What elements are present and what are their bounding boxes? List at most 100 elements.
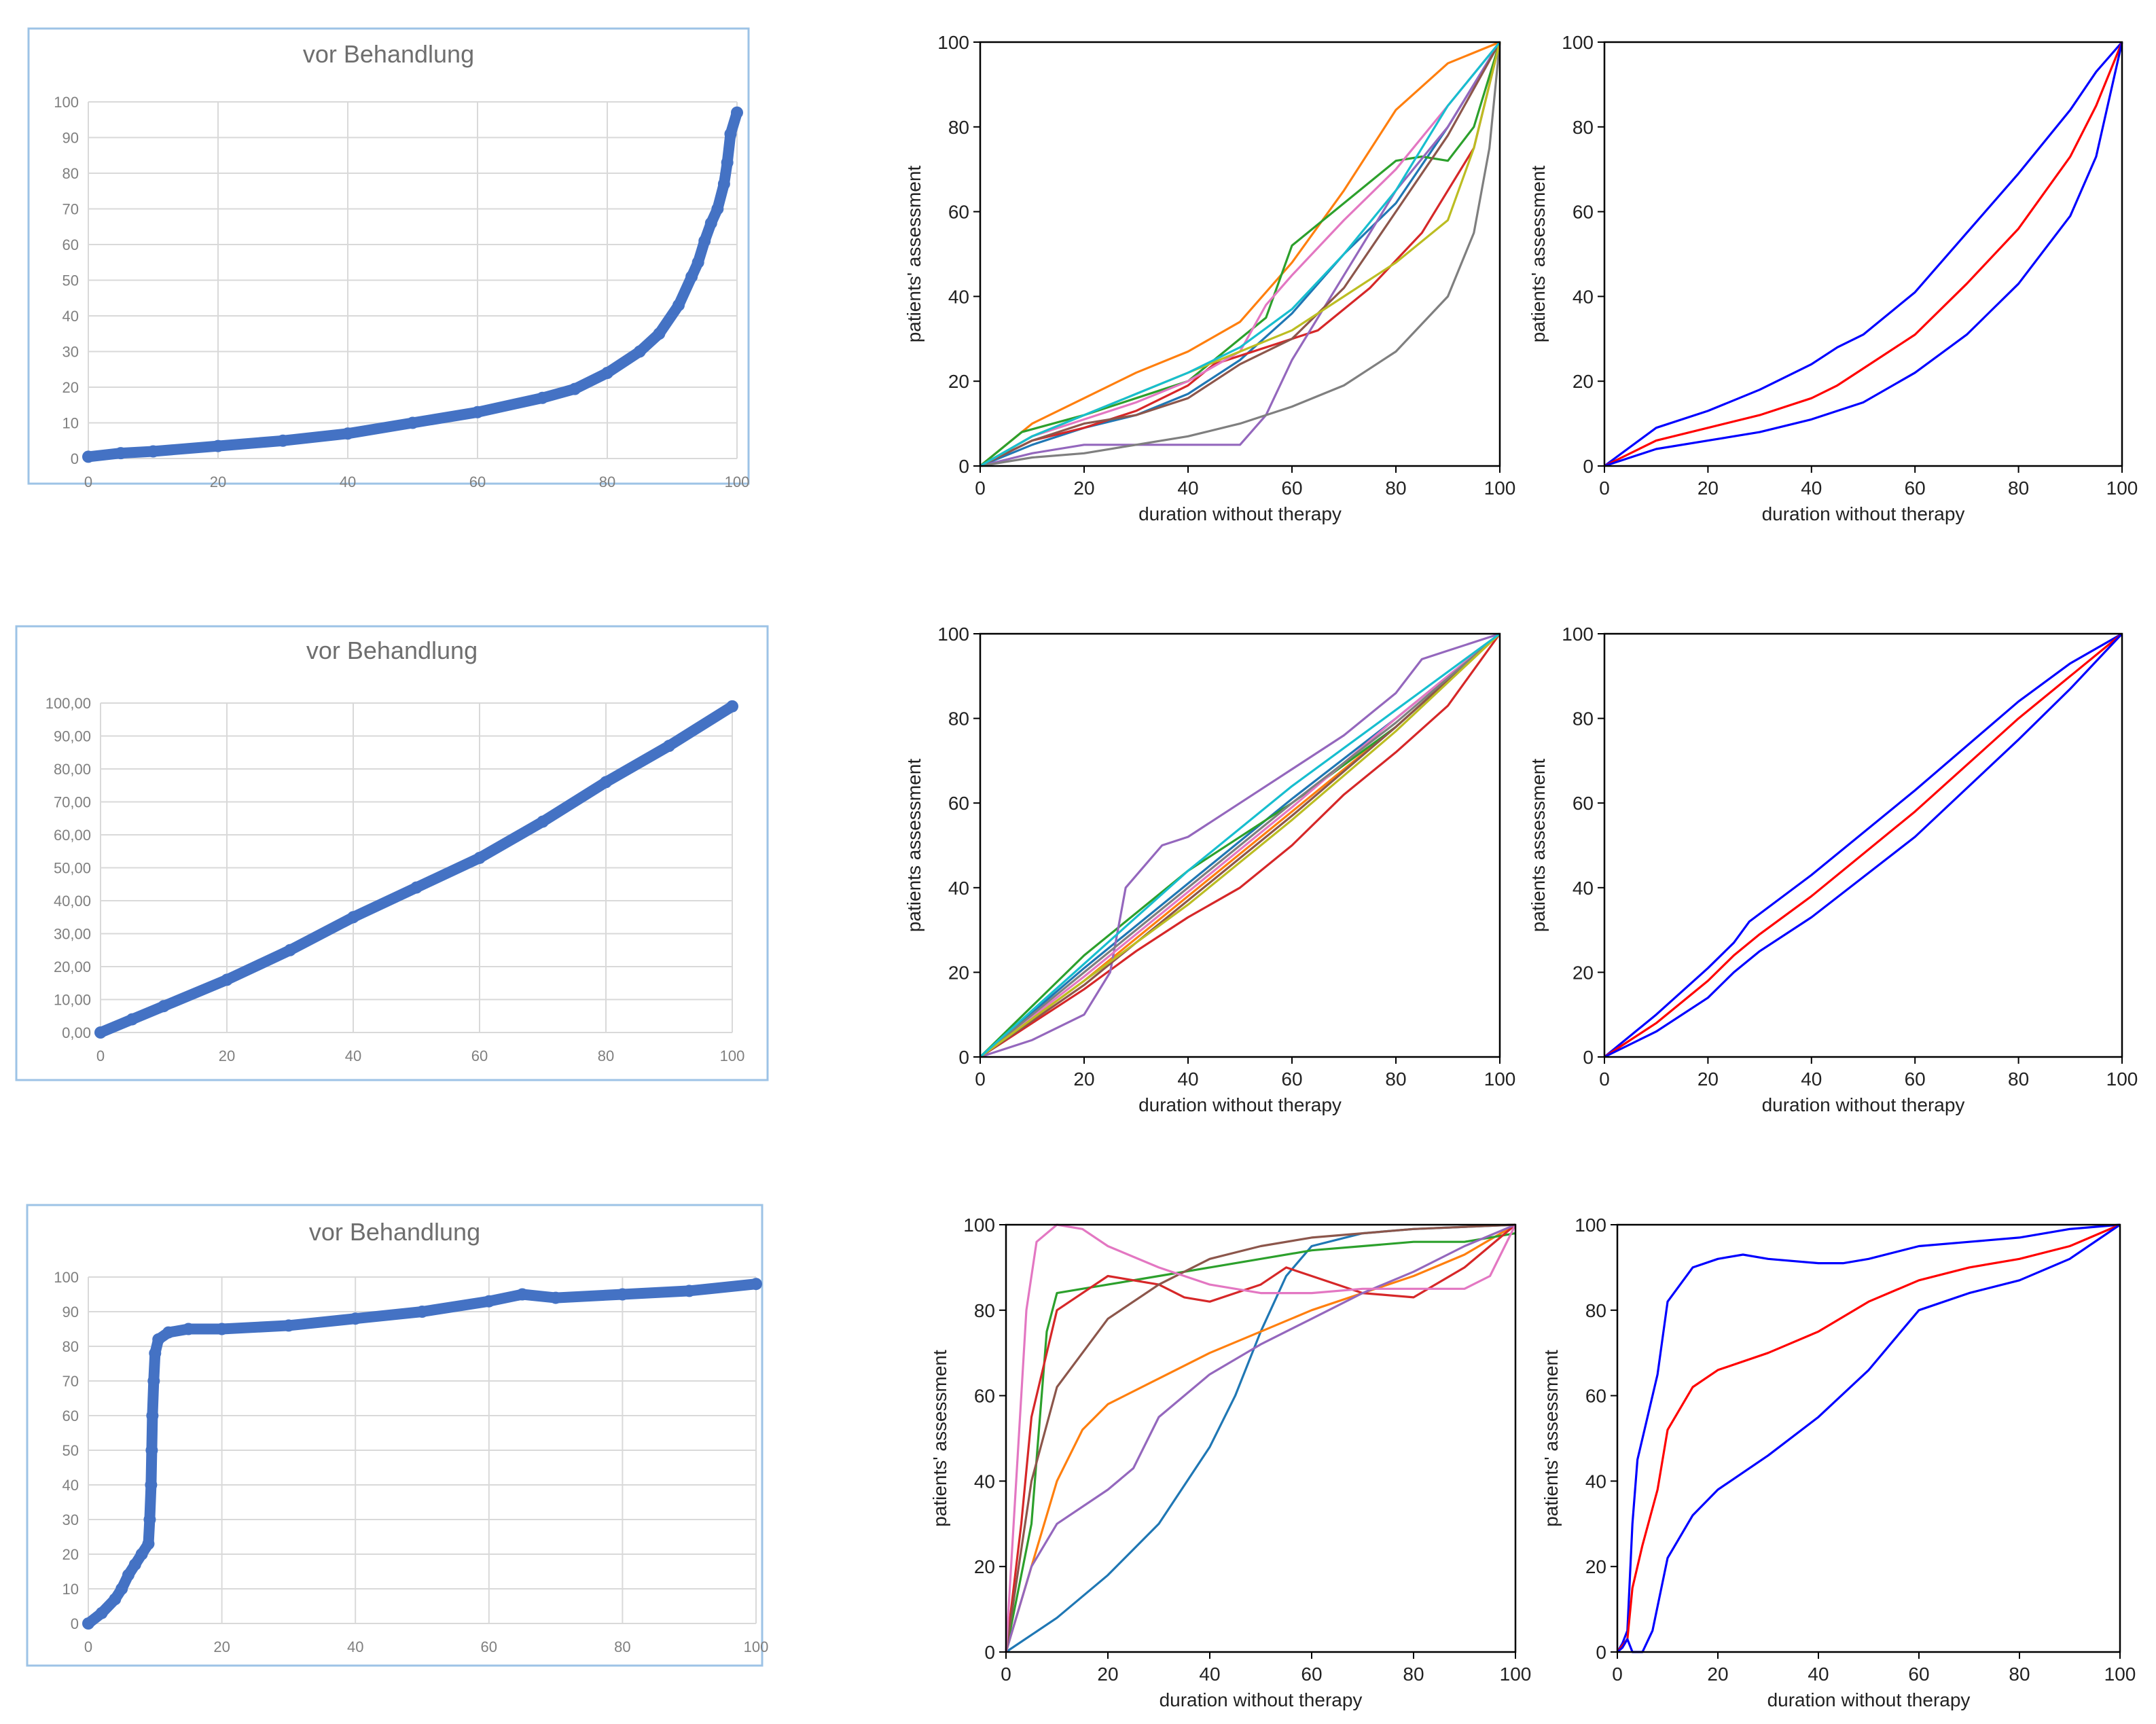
series-line-s5 <box>980 41 1501 467</box>
chart-title: vor Behandlung <box>309 1218 480 1246</box>
series-line-s7 <box>980 41 1501 467</box>
series-line-s2 <box>1005 1223 1516 1653</box>
x-tick-label: 40 <box>1177 478 1198 499</box>
chart-title: vor Behandlung <box>306 636 478 664</box>
data-point <box>704 217 717 230</box>
x-tick-label: 20 <box>219 1047 235 1064</box>
data-point <box>537 815 549 828</box>
x-tick-label: 20 <box>1073 1068 1094 1090</box>
x-tick-label: 80 <box>614 1638 630 1655</box>
data-point <box>149 1347 162 1360</box>
y-tick-label: 10 <box>62 1581 79 1598</box>
chart-frame <box>27 27 750 485</box>
x-tick-label: 40 <box>347 1638 363 1655</box>
y-axis-label: patients' assessment <box>929 1350 950 1527</box>
data-point <box>128 1558 141 1571</box>
data-point <box>726 700 738 713</box>
data-point <box>683 1285 696 1297</box>
x-tick-label: 60 <box>481 1638 497 1655</box>
x-tick-label: 100 <box>2106 478 2138 499</box>
x-axis-label: duration without therapy <box>1138 1094 1342 1115</box>
series-line-s3 <box>1005 1232 1516 1653</box>
data-point <box>536 391 549 404</box>
chart-r3c3: 0 20 40 60 80 100 0 20 40 60 80 100 duration without… <box>1541 1215 2136 1710</box>
y-tick-label: 80 <box>1585 1300 1606 1321</box>
y-tick-label: 20 <box>948 371 969 392</box>
data-point <box>158 1000 170 1013</box>
y-tick-label: 80 <box>1573 708 1594 730</box>
data-point <box>410 881 423 894</box>
y-tick-label: 40 <box>1573 878 1594 899</box>
data-point <box>215 1323 228 1335</box>
series-line-lower <box>1616 1223 2121 1653</box>
x-tick-label: 100 <box>1500 1664 1532 1685</box>
x-tick-label: 20 <box>1073 478 1094 499</box>
series-line-upper <box>1604 41 2123 467</box>
x-tick-label: 20 <box>1097 1664 1118 1685</box>
data-point <box>721 156 734 169</box>
y-tick-label: 60 <box>948 793 969 814</box>
y-tick-label: 0 <box>1596 1642 1606 1663</box>
y-tick-label: 40 <box>62 308 79 325</box>
series-line-s2 <box>979 41 1501 467</box>
data-point <box>276 434 289 447</box>
series-line-s6 <box>1005 1223 1516 1653</box>
plot-frame <box>1616 1223 2121 1653</box>
data-point <box>152 1333 165 1346</box>
x-tick-label: 0 <box>84 1638 92 1655</box>
y-tick-label: 60,00 <box>54 827 91 844</box>
x-tick-label: 40 <box>1808 1664 1829 1685</box>
x-tick-label: 80 <box>2008 478 2029 499</box>
data-point <box>473 851 486 864</box>
data-point <box>146 1409 159 1422</box>
data-point <box>347 911 359 924</box>
data-point <box>349 1312 362 1325</box>
y-tick-label: 40 <box>948 286 969 307</box>
y-tick-label: 80 <box>974 1300 995 1321</box>
data-point <box>601 367 613 379</box>
chart-r2c1: vor Behandlung 0,00 10,00 20,00 30,00 40,00 50… <box>15 625 769 1081</box>
data-point <box>109 1593 122 1606</box>
y-tick-label: 40 <box>1585 1471 1606 1492</box>
x-tick-label: 100 <box>1484 1068 1516 1090</box>
chart-r2c2: 0 20 40 60 80 100 0 20 40 60 80 100 duration without… <box>903 624 1515 1115</box>
y-tick-label: 60 <box>1573 202 1594 223</box>
data-point <box>482 1295 495 1308</box>
x-tick-label: 20 <box>1707 1664 1728 1685</box>
x-tick-label: 100 <box>725 473 750 490</box>
data-point <box>416 1306 429 1318</box>
data-point <box>724 128 737 141</box>
data-point <box>342 427 354 440</box>
y-tick-label: 60 <box>62 1407 79 1424</box>
y-tick-label: 80 <box>948 708 969 730</box>
x-axis-label: duration without therapy <box>1762 1094 1965 1115</box>
data-point <box>147 1375 160 1387</box>
series-line-s8 <box>980 41 1501 467</box>
data-point <box>717 177 730 190</box>
data-point <box>711 202 724 215</box>
series-line-s8 <box>979 632 1501 1058</box>
data-point <box>145 1479 158 1491</box>
series-line-s10 <box>980 41 1501 467</box>
data-point <box>282 1319 295 1332</box>
series-line-s7 <box>1005 1223 1517 1653</box>
y-tick-label: 50,00 <box>54 860 91 877</box>
series-line-s3 <box>979 632 1501 1058</box>
data-point <box>147 445 160 458</box>
x-tick-label: 20 <box>213 1638 230 1655</box>
x-tick-label: 100 <box>744 1638 769 1655</box>
y-tick-label: 0 <box>1583 1047 1594 1068</box>
data-point <box>516 1288 528 1301</box>
y-tick-label: 90,00 <box>54 728 91 745</box>
series-line-mean <box>1604 41 2123 467</box>
y-tick-label: 10 <box>62 415 79 432</box>
x-tick-label: 0 <box>1612 1664 1623 1685</box>
y-tick-label: 70,00 <box>54 794 91 811</box>
data-point <box>212 439 224 452</box>
x-tick-label: 40 <box>1801 1068 1822 1090</box>
y-tick-label: 100 <box>54 1269 79 1286</box>
series-line-s4 <box>980 41 1501 467</box>
y-tick-label: 100 <box>1562 32 1594 53</box>
series-line-s6 <box>980 41 1501 467</box>
data-point <box>653 327 666 340</box>
